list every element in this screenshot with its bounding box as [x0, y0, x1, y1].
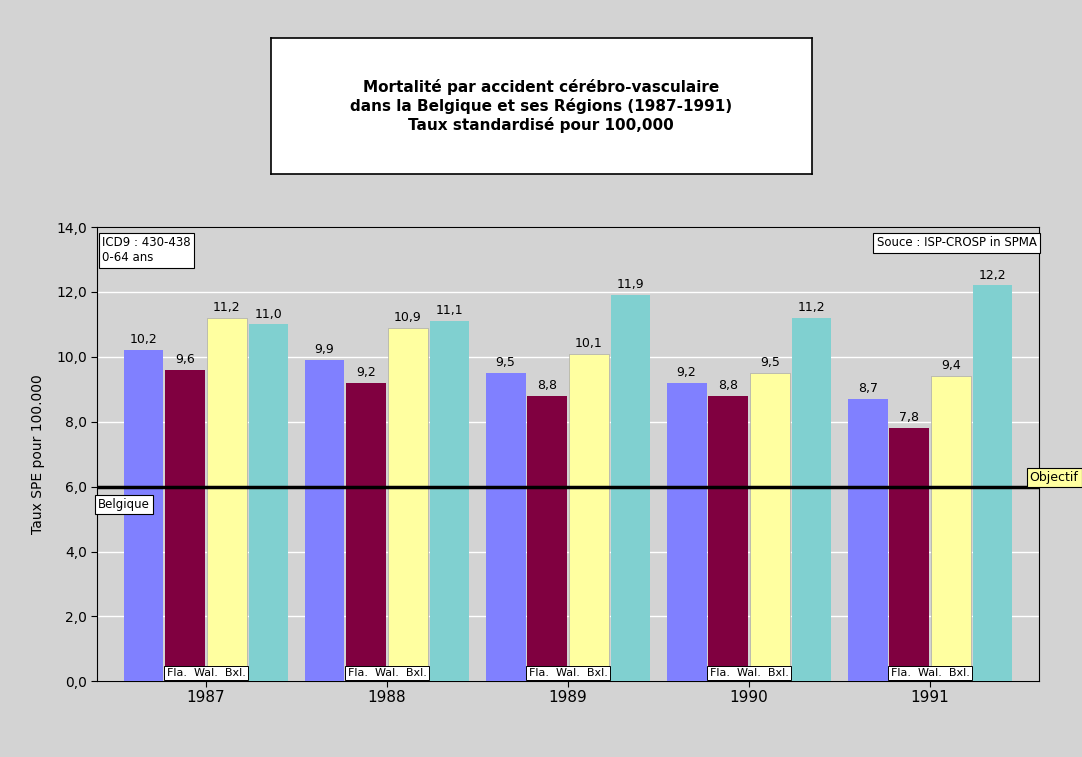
Text: 8,7: 8,7	[858, 382, 878, 395]
Text: 11,2: 11,2	[213, 301, 240, 314]
Bar	[973, 285, 1013, 681]
Text: 8,8: 8,8	[718, 379, 738, 392]
Y-axis label: Taux SPE pour 100.000: Taux SPE pour 100.000	[31, 374, 45, 534]
Text: 9,5: 9,5	[496, 357, 515, 369]
Text: 9,2: 9,2	[676, 366, 697, 379]
Text: 9,5: 9,5	[760, 357, 780, 369]
Bar	[667, 383, 707, 681]
Bar	[346, 383, 386, 681]
Bar	[792, 318, 831, 681]
Text: 9,9: 9,9	[315, 343, 334, 357]
Text: 10,1: 10,1	[575, 337, 603, 350]
Text: Fla.  Wal.  Bxl.: Fla. Wal. Bxl.	[167, 668, 246, 678]
Text: 11,0: 11,0	[254, 307, 282, 320]
Bar	[166, 370, 206, 681]
Bar	[207, 318, 247, 681]
Text: Fla.  Wal.  Bxl.: Fla. Wal. Bxl.	[890, 668, 969, 678]
Bar	[249, 325, 289, 681]
Text: Souce : ISP-CROSP in SPMA: Souce : ISP-CROSP in SPMA	[878, 236, 1037, 249]
Bar	[569, 354, 609, 681]
Text: 7,8: 7,8	[899, 411, 920, 425]
Text: Fla.  Wal.  Bxl.: Fla. Wal. Bxl.	[529, 668, 607, 678]
Text: 12,2: 12,2	[979, 269, 1006, 282]
Text: 11,9: 11,9	[617, 279, 644, 291]
Text: 8,8: 8,8	[538, 379, 557, 392]
Bar	[527, 396, 567, 681]
Text: ICD9 : 430-438
0-64 ans: ICD9 : 430-438 0-64 ans	[102, 236, 190, 264]
Text: 9,6: 9,6	[175, 353, 195, 366]
Text: 10,9: 10,9	[394, 311, 422, 324]
Text: Fla.  Wal.  Bxl.: Fla. Wal. Bxl.	[710, 668, 789, 678]
Text: Objectif: Objectif	[1030, 471, 1079, 484]
Bar	[305, 360, 344, 681]
Text: Belgique: Belgique	[98, 498, 150, 511]
Bar	[123, 350, 163, 681]
Text: Fla.  Wal.  Bxl.: Fla. Wal. Bxl.	[347, 668, 426, 678]
Bar	[610, 295, 650, 681]
Bar	[847, 399, 887, 681]
Bar	[709, 396, 748, 681]
Bar	[889, 428, 929, 681]
Text: 10,2: 10,2	[130, 334, 157, 347]
Text: 9,4: 9,4	[941, 360, 961, 372]
Text: 9,2: 9,2	[356, 366, 377, 379]
Bar	[931, 376, 971, 681]
Bar	[388, 328, 427, 681]
Text: 11,2: 11,2	[797, 301, 826, 314]
Text: Mortalité par accident cérébro-vasculaire
dans la Belgique et ses Régions (1987-: Mortalité par accident cérébro-vasculair…	[349, 79, 733, 132]
Bar	[486, 373, 526, 681]
Bar	[430, 321, 470, 681]
Bar	[750, 373, 790, 681]
Text: 11,1: 11,1	[436, 304, 463, 317]
